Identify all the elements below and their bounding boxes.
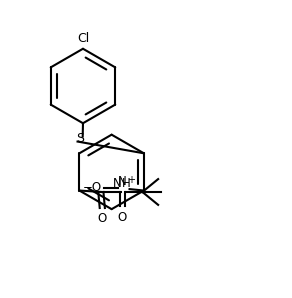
Text: −O: −O	[83, 181, 102, 194]
Text: H: H	[122, 177, 131, 190]
Text: O: O	[98, 212, 107, 225]
Text: +: +	[127, 175, 135, 185]
Text: S: S	[76, 133, 84, 145]
Text: O: O	[118, 211, 127, 224]
Text: N: N	[112, 177, 121, 190]
Text: Cl: Cl	[77, 32, 89, 45]
Text: N: N	[118, 175, 127, 188]
